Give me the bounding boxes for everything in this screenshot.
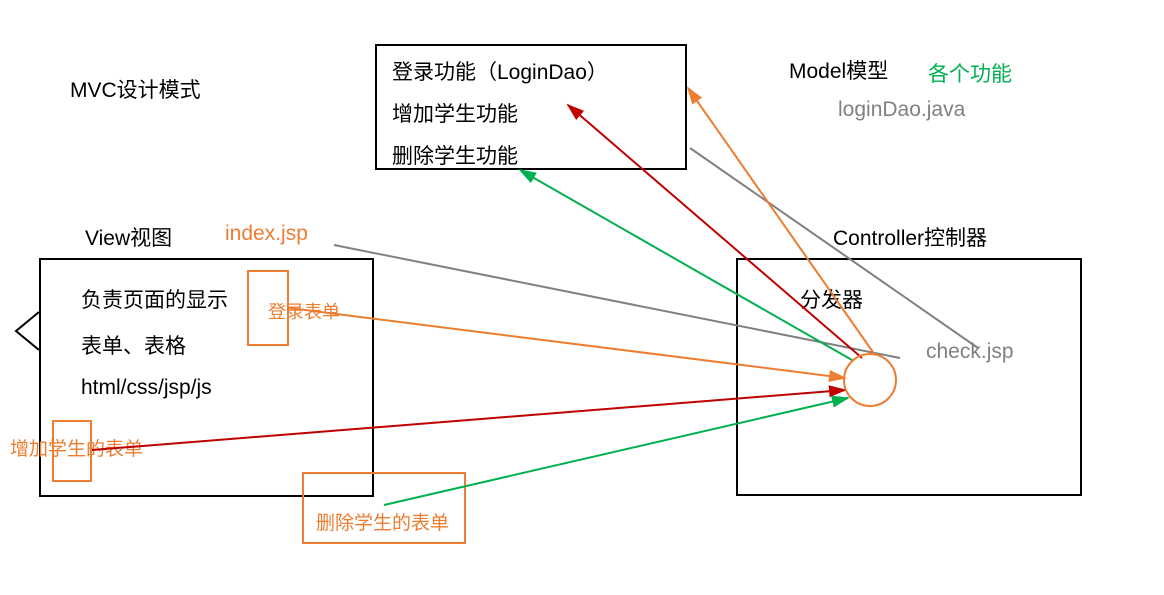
view-notch <box>16 312 39 350</box>
model-line-3: 删除学生功能 <box>392 140 700 170</box>
view-line-3: html/css/jsp/js <box>81 376 412 400</box>
view-file: index.jsp <box>225 222 308 246</box>
model-file: loginDao.java <box>838 98 965 122</box>
dispatcher-label: 分发器 <box>800 284 1142 314</box>
controller-heading: Controller控制器 <box>833 222 987 252</box>
diagram-title: MVC设计模式 <box>70 74 201 104</box>
model-note: 各个功能 <box>928 58 1012 88</box>
login-form-label: 登录表单 <box>268 298 340 324</box>
controller-box: 分发器 <box>736 258 1082 496</box>
view-heading: View视图 <box>85 222 172 252</box>
model-line-1: 登录功能（LoginDao） <box>392 56 700 86</box>
model-box: 登录功能（LoginDao） 增加学生功能 删除学生功能 <box>375 44 687 170</box>
add-student-form-label: 增加学生的表单 <box>10 434 143 461</box>
model-line-2: 增加学生功能 <box>392 98 700 128</box>
mvc-diagram: MVC设计模式 Model模型 各个功能 loginDao.java 登录功能（… <box>0 0 1164 595</box>
model-heading: Model模型 <box>789 55 888 85</box>
delete-student-form-label: 删除学生的表单 <box>316 508 449 535</box>
